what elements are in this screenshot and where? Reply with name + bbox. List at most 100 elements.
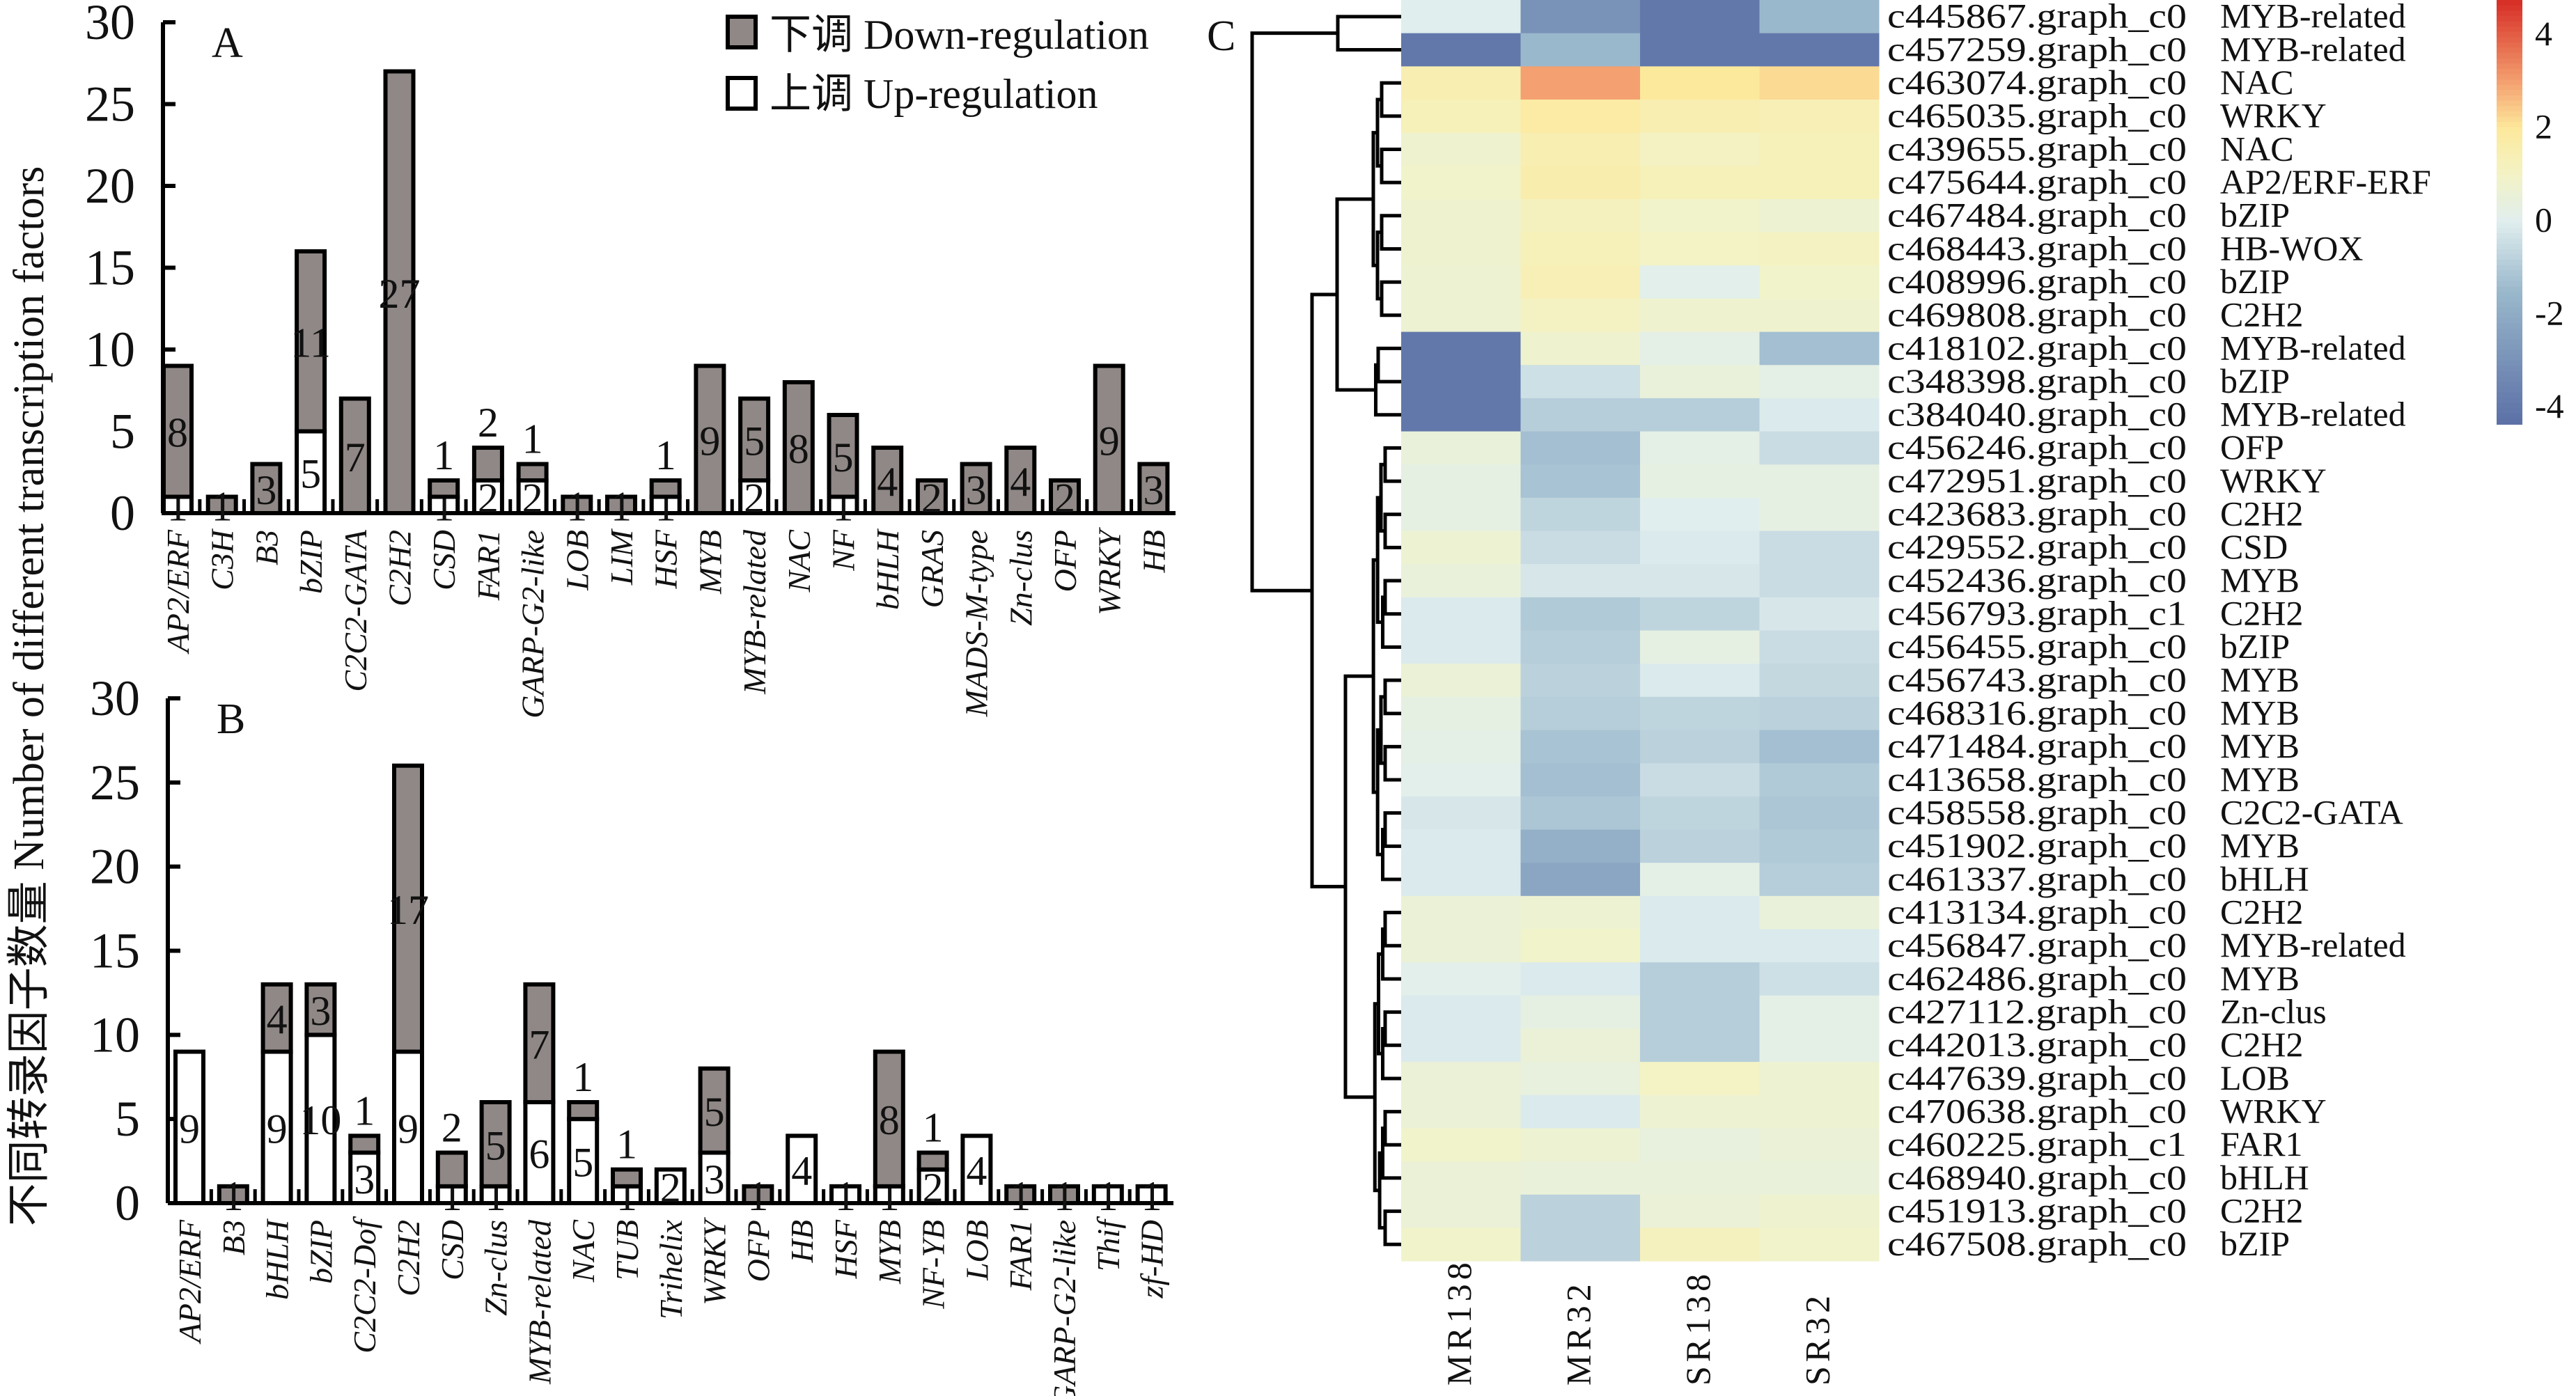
heatmap-cell bbox=[1640, 365, 1760, 399]
panel-label: B bbox=[217, 696, 245, 743]
data-label-up: 2 bbox=[744, 476, 765, 521]
heatmap-cell bbox=[1520, 132, 1641, 166]
colorbar-segment bbox=[2497, 317, 2522, 324]
heatmap-cell bbox=[1759, 863, 1880, 897]
heatmap-cell bbox=[1520, 863, 1641, 897]
data-label-up: 9 bbox=[179, 1106, 200, 1152]
bar-up bbox=[829, 1184, 861, 1206]
heatmap-cell bbox=[1640, 431, 1760, 465]
dendrogram-branch bbox=[1343, 674, 1375, 1099]
x-tick-label: Zn-clus bbox=[1003, 530, 1038, 626]
heatmap-cell bbox=[1640, 1128, 1760, 1162]
bar-up bbox=[304, 1033, 337, 1206]
bar-down bbox=[1004, 1184, 1037, 1206]
row-label-id: c447639.graph_c0 bbox=[1887, 1058, 2187, 1097]
data-label-down: 5 bbox=[704, 1089, 725, 1135]
colorbar-segment bbox=[2497, 323, 2522, 329]
heatmap-cell bbox=[1759, 0, 1880, 34]
dendrogram-branch bbox=[1380, 214, 1401, 251]
bar-down bbox=[567, 1100, 600, 1122]
data-label-down: 4 bbox=[1010, 459, 1031, 505]
heatmap-cell bbox=[1401, 331, 1521, 366]
x-tick-label: Zn-clus bbox=[478, 1220, 514, 1316]
heatmap-cell bbox=[1640, 696, 1760, 731]
data-label-down: 1 bbox=[354, 1088, 375, 1134]
colorbar-segment bbox=[2497, 90, 2522, 97]
heatmap-cell bbox=[1640, 265, 1760, 299]
heatmap-cell bbox=[1640, 962, 1760, 996]
row-label-family: MYB bbox=[2220, 560, 2300, 599]
heatmap-cell bbox=[1640, 597, 1760, 632]
legend-swatch-up bbox=[726, 76, 758, 111]
heatmap-cell bbox=[1520, 895, 1641, 930]
colorbar-segment bbox=[2497, 297, 2522, 303]
heatmap-cell bbox=[1640, 1194, 1760, 1228]
x-tick-label: MYB bbox=[872, 1220, 907, 1285]
colorbar-segment bbox=[2497, 355, 2522, 361]
column-label: MR32 bbox=[1559, 1280, 1598, 1386]
heatmap-cell bbox=[1640, 630, 1760, 664]
row-label-id: c413658.graph_c0 bbox=[1887, 760, 2187, 799]
data-label-down: 1 bbox=[1054, 1173, 1075, 1219]
dendrogram-branch bbox=[1250, 31, 1338, 593]
colorbar-segment bbox=[2497, 15, 2522, 22]
heatmap-cell bbox=[1759, 597, 1880, 632]
colorbar-segment bbox=[2497, 132, 2522, 139]
row-label-family: WRKY bbox=[2220, 461, 2327, 500]
x-tick-label: FAR1 bbox=[471, 530, 506, 601]
heatmap-cell bbox=[1401, 464, 1521, 499]
heatmap-cell bbox=[1520, 597, 1641, 632]
heatmap-cell bbox=[1401, 1128, 1521, 1162]
row-label-family: MYB bbox=[2220, 693, 2300, 732]
data-label-down: 27 bbox=[379, 271, 421, 317]
row-label-family: FAR1 bbox=[2220, 1124, 2303, 1163]
row-label-family: bZIP bbox=[2220, 196, 2290, 235]
colorbar-segment bbox=[2497, 137, 2522, 144]
row-label-id: c456793.graph_c1 bbox=[1887, 594, 2187, 633]
x-tick-label: GARP-G2-like bbox=[515, 530, 551, 719]
x-tick-label: C2C2-Dof bbox=[347, 1216, 382, 1354]
heatmap-cell bbox=[1401, 995, 1521, 1029]
bar-down bbox=[611, 1167, 643, 1189]
bar-down bbox=[1093, 363, 1125, 515]
heatmap-cell bbox=[1520, 33, 1641, 67]
heatmap-cell bbox=[1759, 232, 1880, 266]
row-label-id: c384040.graph_c0 bbox=[1887, 395, 2187, 434]
x-tick-label: bHLH bbox=[870, 528, 905, 610]
dendrogram-branch bbox=[1383, 1209, 1401, 1246]
colorbar-segment bbox=[2497, 397, 2522, 404]
colorbar-segment bbox=[2497, 26, 2522, 33]
dendrogram-branch bbox=[1383, 446, 1401, 483]
heatmap-cell bbox=[1520, 1028, 1641, 1062]
colorbar-segment bbox=[2497, 376, 2522, 383]
colorbar-segment bbox=[2497, 84, 2522, 91]
row-label-family: MYB bbox=[2220, 826, 2300, 865]
data-label-down: 1 bbox=[655, 432, 676, 478]
colorbar-segment bbox=[2497, 291, 2522, 298]
row-label-family: C2H2 bbox=[2220, 494, 2303, 533]
legend-label-down: 下调 Down-regulation bbox=[770, 12, 1149, 58]
legend-swatch-down bbox=[726, 15, 758, 49]
row-label-id: c461337.graph_c0 bbox=[1887, 859, 2187, 898]
heatmap-cell bbox=[1520, 497, 1641, 532]
heatmap-cell bbox=[1520, 962, 1641, 996]
heatmap-cell bbox=[1759, 398, 1880, 432]
heatmap-cell bbox=[1759, 531, 1880, 565]
data-label-up: 1 bbox=[1098, 1173, 1118, 1219]
row-label-id: c469808.graph_c0 bbox=[1887, 295, 2187, 334]
heatmap-cell bbox=[1759, 99, 1880, 134]
data-label-up: 10 bbox=[299, 1097, 341, 1143]
colorbar-segment bbox=[2497, 111, 2522, 118]
row-label-id: c456455.graph_c0 bbox=[1887, 627, 2187, 666]
row-label-family: LOB bbox=[2220, 1058, 2290, 1097]
heatmap-cell bbox=[1759, 1028, 1880, 1062]
heatmap-cell bbox=[1520, 696, 1641, 731]
heatmap-cell bbox=[1401, 265, 1521, 299]
row-label-family: C2H2 bbox=[2220, 1191, 2303, 1230]
data-label-up: 1 bbox=[835, 1173, 856, 1219]
heatmap-cell bbox=[1640, 398, 1760, 432]
x-tick-label: OFP bbox=[740, 1220, 776, 1282]
heatmap-cell bbox=[1640, 1228, 1760, 1262]
colorbar-segment bbox=[2497, 244, 2522, 250]
